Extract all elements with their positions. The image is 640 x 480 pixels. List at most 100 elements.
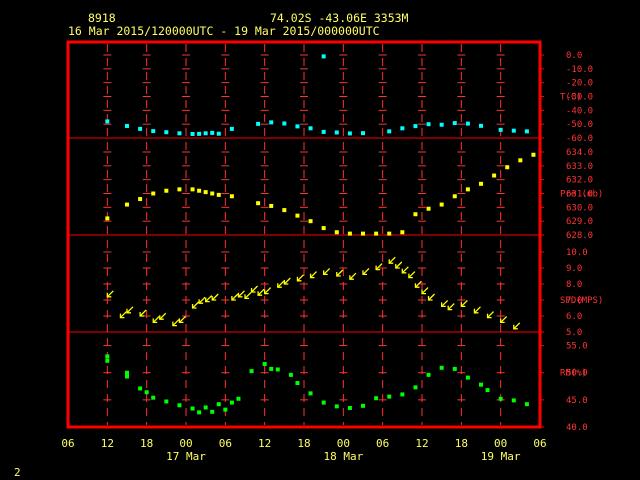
x-date-label: 17 Mar bbox=[166, 450, 206, 463]
pressure-point bbox=[321, 226, 326, 231]
wind-arrow bbox=[178, 315, 186, 324]
pressure-tick-label: 628.0 bbox=[566, 231, 593, 241]
temperature-point bbox=[321, 129, 326, 134]
humidity-point bbox=[413, 385, 418, 390]
temperature-point bbox=[125, 123, 129, 128]
wind-arrow-head bbox=[441, 302, 446, 308]
humidity-point bbox=[439, 365, 444, 370]
humidity-tick-label: 40.0 bbox=[566, 423, 588, 433]
humidity-point bbox=[125, 374, 129, 379]
humidity-point bbox=[190, 406, 195, 411]
humidity-point bbox=[229, 400, 234, 405]
wind-arrow-head bbox=[198, 299, 204, 304]
wind-arrow bbox=[237, 290, 245, 298]
wind-arrow bbox=[388, 256, 396, 264]
wind-arrow bbox=[126, 306, 134, 314]
wind-arrow bbox=[106, 290, 114, 298]
wind-arrow-shaft bbox=[487, 311, 495, 319]
wind-arrow-head bbox=[447, 305, 453, 311]
wind-tick-label: 7.0 bbox=[566, 296, 582, 306]
wind-arrow-head bbox=[486, 313, 492, 319]
wind-arrow bbox=[473, 306, 481, 314]
x-tick-label: 06 bbox=[219, 437, 232, 450]
temperature-point bbox=[387, 129, 392, 134]
pressure-tick-label: 630.0 bbox=[566, 203, 593, 213]
humidity-tick-label: 45.0 bbox=[566, 396, 588, 406]
pressure-point bbox=[203, 190, 208, 195]
wind-arrow-shaft bbox=[257, 288, 265, 296]
temperature-point bbox=[210, 130, 215, 135]
temperature-point bbox=[321, 54, 326, 59]
humidity-point bbox=[138, 386, 143, 391]
pressure-point bbox=[197, 188, 202, 193]
pressure-point bbox=[347, 231, 352, 236]
humidity-point bbox=[216, 402, 221, 407]
temperature-tick-label: 0.0 bbox=[566, 51, 582, 61]
temperature-point bbox=[452, 121, 457, 126]
wind-arrow-shaft bbox=[205, 295, 213, 303]
temperature-point bbox=[308, 126, 313, 131]
wind-arrow bbox=[172, 319, 180, 327]
wind-arrow-shaft bbox=[231, 293, 239, 301]
x-tick-label: 18 bbox=[297, 437, 310, 450]
pressure-point bbox=[190, 187, 195, 192]
wind-arrow bbox=[427, 293, 436, 301]
x-date-label: 18 Mar bbox=[323, 450, 363, 463]
pressure-point bbox=[334, 230, 339, 235]
wind-arrow bbox=[309, 271, 318, 279]
wind-tick-label: 10.0 bbox=[566, 248, 588, 258]
temperature-point bbox=[164, 130, 169, 135]
pressure-tick-label: 634.0 bbox=[566, 148, 593, 158]
wind-arrow-shaft bbox=[362, 267, 370, 275]
humidity-point bbox=[249, 369, 254, 374]
page-number: 2 bbox=[14, 466, 21, 479]
wind-arrow-shaft bbox=[460, 299, 468, 307]
pressure-point bbox=[387, 231, 392, 236]
humidity-point bbox=[144, 390, 149, 395]
temperature-tick-label: -20.0 bbox=[566, 79, 593, 89]
pressure-point bbox=[374, 231, 379, 236]
temperature-point bbox=[511, 128, 516, 133]
wind-arrow bbox=[250, 285, 259, 293]
wind-arrow-head bbox=[277, 283, 282, 288]
wind-arrow-head bbox=[178, 318, 184, 324]
humidity-point bbox=[347, 406, 352, 410]
wind-arrow bbox=[486, 311, 495, 319]
wind-arrow-shaft bbox=[349, 272, 357, 280]
wind-tick-label: 6.0 bbox=[566, 312, 582, 322]
humidity-tick-label: 50.0 bbox=[566, 369, 588, 379]
humidity-panel-label: RH(%) bbox=[560, 369, 587, 379]
wind-arrow-shaft bbox=[441, 299, 449, 307]
wind-arrow bbox=[296, 274, 304, 282]
temperature-point bbox=[413, 124, 418, 129]
wind-arrow-shaft bbox=[473, 306, 481, 314]
wind-arrow-shaft bbox=[296, 274, 304, 282]
pressure-point bbox=[256, 201, 261, 206]
temperature-point bbox=[229, 126, 234, 131]
x-tick-label: 12 bbox=[258, 437, 271, 450]
plot-frame bbox=[66, 40, 542, 429]
wind-arrow-head bbox=[349, 275, 354, 280]
humidity-point bbox=[400, 392, 405, 397]
temperature-point bbox=[439, 122, 444, 127]
x-tick-label: 00 bbox=[179, 437, 192, 450]
temperature-tick-label: -50.0 bbox=[566, 120, 593, 130]
x-tick-label: 12 bbox=[101, 437, 114, 450]
wind-arrow-head bbox=[159, 315, 164, 320]
temperature-tick-label: -60.0 bbox=[566, 134, 593, 144]
wind-arrow-head bbox=[211, 296, 217, 301]
humidity-point bbox=[105, 358, 110, 363]
wind-arrow-head bbox=[264, 289, 269, 295]
wind-tick-label: 9.0 bbox=[566, 264, 582, 274]
wind-arrow bbox=[323, 267, 331, 276]
wind-arrow-head bbox=[244, 294, 249, 300]
x-tick-label: 00 bbox=[337, 437, 350, 450]
time-period: 16 Mar 2015/120000UTC - 19 Mar 2015/0000… bbox=[68, 24, 380, 38]
humidity-point bbox=[374, 396, 379, 401]
wind-arrow-head bbox=[362, 270, 367, 276]
wind-arrow bbox=[513, 322, 521, 330]
temperature-point bbox=[216, 131, 221, 136]
humidity-point bbox=[524, 402, 529, 407]
wind-arrow-shaft bbox=[513, 322, 521, 330]
